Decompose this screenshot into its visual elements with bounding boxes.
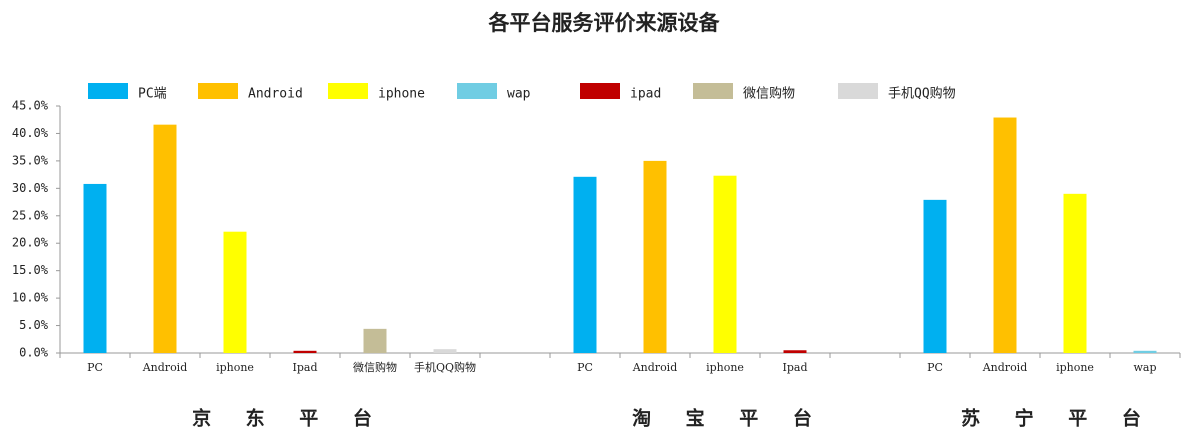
y-tick-label: 20.0% [12,236,49,250]
bar [1133,350,1157,353]
legend-label: 微信购物 [743,86,795,102]
group-label: 京 东 平 台 [192,407,372,430]
x-tick-label: iphone [216,361,254,374]
bar [363,328,387,353]
y-tick-label: 45.0% [12,99,49,113]
x-tick-label: PC [87,361,103,374]
legend-swatch [457,83,497,99]
x-tick-label: iphone [1056,361,1094,374]
x-tick-label: PC [927,361,943,374]
bar [1063,193,1087,353]
group-label: 苏 宁 平 台 [961,407,1141,430]
y-tick-label: 10.0% [12,291,49,305]
bar [993,117,1017,353]
x-tick-label: Ipad [783,361,808,374]
bar [643,160,667,353]
bar [573,176,597,353]
y-tick-label: 30.0% [12,181,49,195]
x-tick-label: 手机QQ购物 [414,360,476,374]
legend-label: ipad [630,87,661,102]
bar [783,350,807,353]
legend-swatch [693,83,733,99]
y-tick-label: 40.0% [12,126,49,140]
x-tick-label: Android [982,361,1028,374]
bar [293,350,317,353]
legend-label: 手机QQ购物 [888,86,956,102]
bar [223,231,247,353]
legend-swatch [580,83,620,99]
y-tick-label: 5.0% [19,318,49,332]
bar [153,124,177,353]
x-tick-label: PC [577,361,593,374]
bar [433,349,457,353]
x-tick-label: Ipad [293,361,318,374]
legend-swatch [198,83,238,99]
group-label: 淘 宝 平 台 [632,407,812,430]
x-tick-label: Android [632,361,678,374]
bar [713,175,737,353]
bar [83,183,107,353]
x-tick-label: 微信购物 [353,360,397,374]
y-tick-label: 15.0% [12,263,49,277]
legend-swatch [88,83,128,99]
x-tick-label: wap [1133,361,1156,374]
chart-title: 各平台服务评价来源设备 [488,11,721,35]
y-tick-label: 25.0% [12,208,49,222]
x-tick-label: Android [142,361,188,374]
legend-label: wap [507,87,531,102]
legend-swatch [838,83,878,99]
x-tick-label: iphone [706,361,744,374]
y-tick-label: 35.0% [12,153,49,167]
bar [923,199,947,353]
y-tick-label: 0.0% [19,346,49,360]
legend-label: PC端 [138,87,167,102]
legend-swatch [328,83,368,99]
legend-label: iphone [378,87,425,102]
legend-label: Android [248,87,303,102]
